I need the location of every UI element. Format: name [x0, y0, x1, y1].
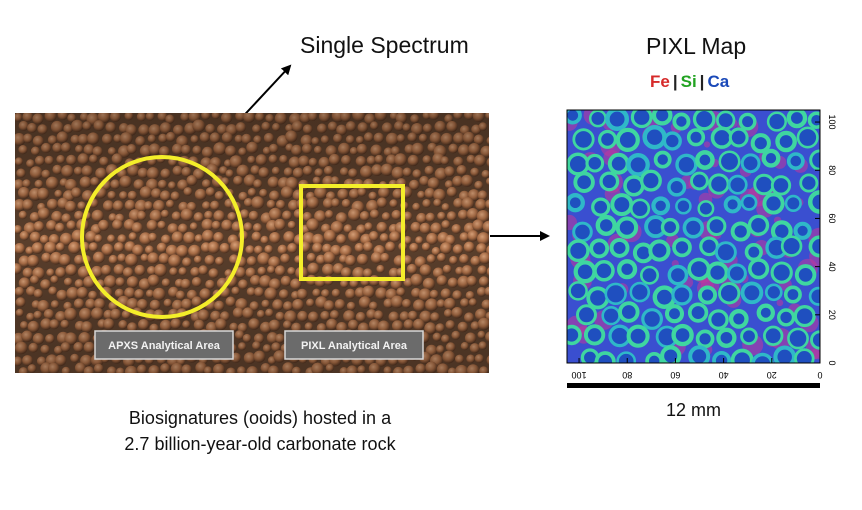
legend-separator: | — [699, 72, 705, 91]
right-tick-label: 0 — [827, 360, 837, 365]
pixl-map-axes: 100 80 60 40 20 0 100 80 60 40 20 0 — [566, 109, 837, 380]
pixl-map-title: PIXL Map — [646, 33, 747, 59]
right-tick-label: 100 — [827, 115, 837, 130]
right-tick-label: 60 — [827, 213, 837, 223]
bottom-tick-label: 80 — [622, 370, 632, 380]
scale-bar — [567, 383, 820, 388]
legend-fe: Fe — [650, 72, 670, 91]
bottom-tick-label: 60 — [670, 370, 680, 380]
bottom-tick-label: 0 — [817, 370, 822, 380]
pixl-label-box: PIXL Analytical Area — [284, 330, 424, 360]
scale-label: 12 mm — [665, 400, 721, 420]
apxs-circle — [80, 155, 244, 319]
apxs-label: APXS Analytical Area — [108, 340, 221, 352]
bottom-tick-label: 20 — [767, 370, 777, 380]
pixl-label: PIXL Analytical Area — [301, 340, 408, 352]
bottom-tick-label: 100 — [572, 370, 587, 380]
pixl-map-image — [567, 110, 820, 363]
legend-si: Si — [680, 72, 697, 91]
right-tick-label: 20 — [827, 310, 837, 320]
caption: Biosignatures (ooids) hosted in a 2.7 bi… — [60, 405, 460, 457]
legend-ca: Ca — [707, 72, 730, 91]
pixl-square — [299, 184, 405, 281]
right-tick-label: 40 — [827, 262, 837, 272]
caption-line-1: Biosignatures (ooids) hosted in a — [128, 408, 392, 428]
caption-line-2: 2.7 billion-year-old carbonate rock — [124, 434, 396, 454]
right-tick-label: 80 — [827, 165, 837, 175]
bottom-tick-label: 40 — [719, 370, 729, 380]
legend-separator: | — [672, 72, 678, 91]
element-legend: Fe | Si | Ca — [650, 72, 729, 92]
single-spectrum-label: Single Spectrum — [300, 32, 469, 58]
apxs-label-box: APXS Analytical Area — [94, 330, 234, 360]
rock-photo: APXS Analytical Area PIXL Analytical Are… — [15, 113, 489, 373]
